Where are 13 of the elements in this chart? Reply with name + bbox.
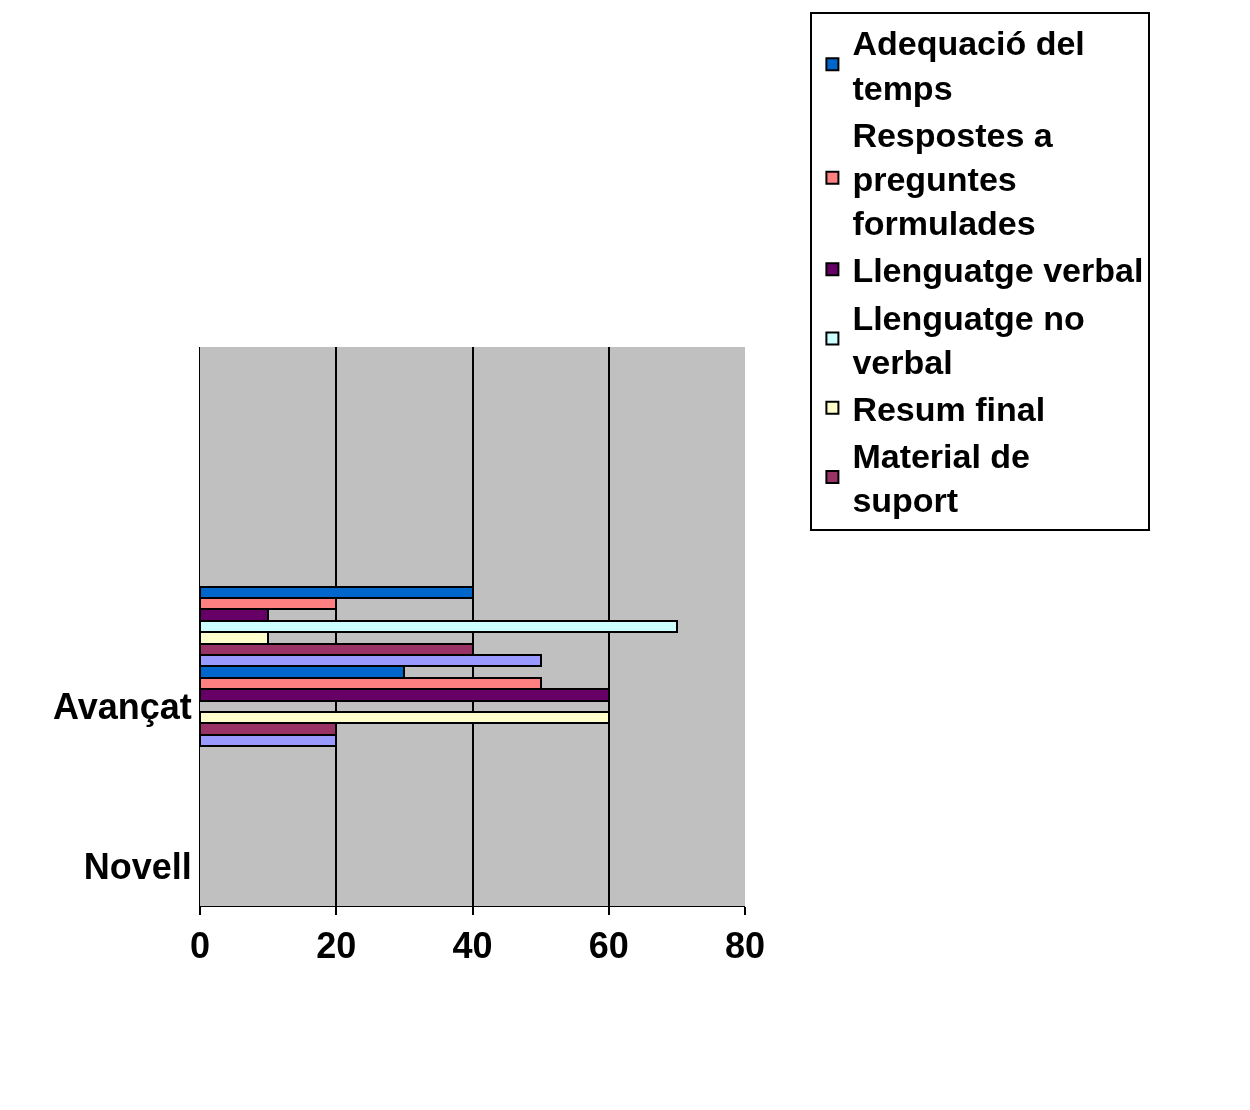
x-tick-label: 80 bbox=[724, 925, 766, 967]
x-tick-label: 40 bbox=[452, 925, 493, 967]
legend-label: Respostes a preguntes formulades bbox=[852, 115, 1054, 243]
y-tick-label: Novell bbox=[83, 845, 192, 887]
legend-label: Llenguatge verbal bbox=[852, 251, 1144, 290]
x-tick-label: 0 bbox=[189, 925, 211, 967]
legend-label: Llenguatge no verbal bbox=[852, 298, 1085, 381]
x-tick-label: 60 bbox=[588, 925, 629, 967]
x-tick-label: 20 bbox=[316, 925, 357, 967]
y-tick-label: Avançat bbox=[53, 685, 192, 727]
legend-label: Resum final bbox=[852, 390, 1046, 429]
legend-label: Material de suport bbox=[852, 437, 1031, 520]
legend-label: Adequació del temps bbox=[852, 24, 1085, 107]
